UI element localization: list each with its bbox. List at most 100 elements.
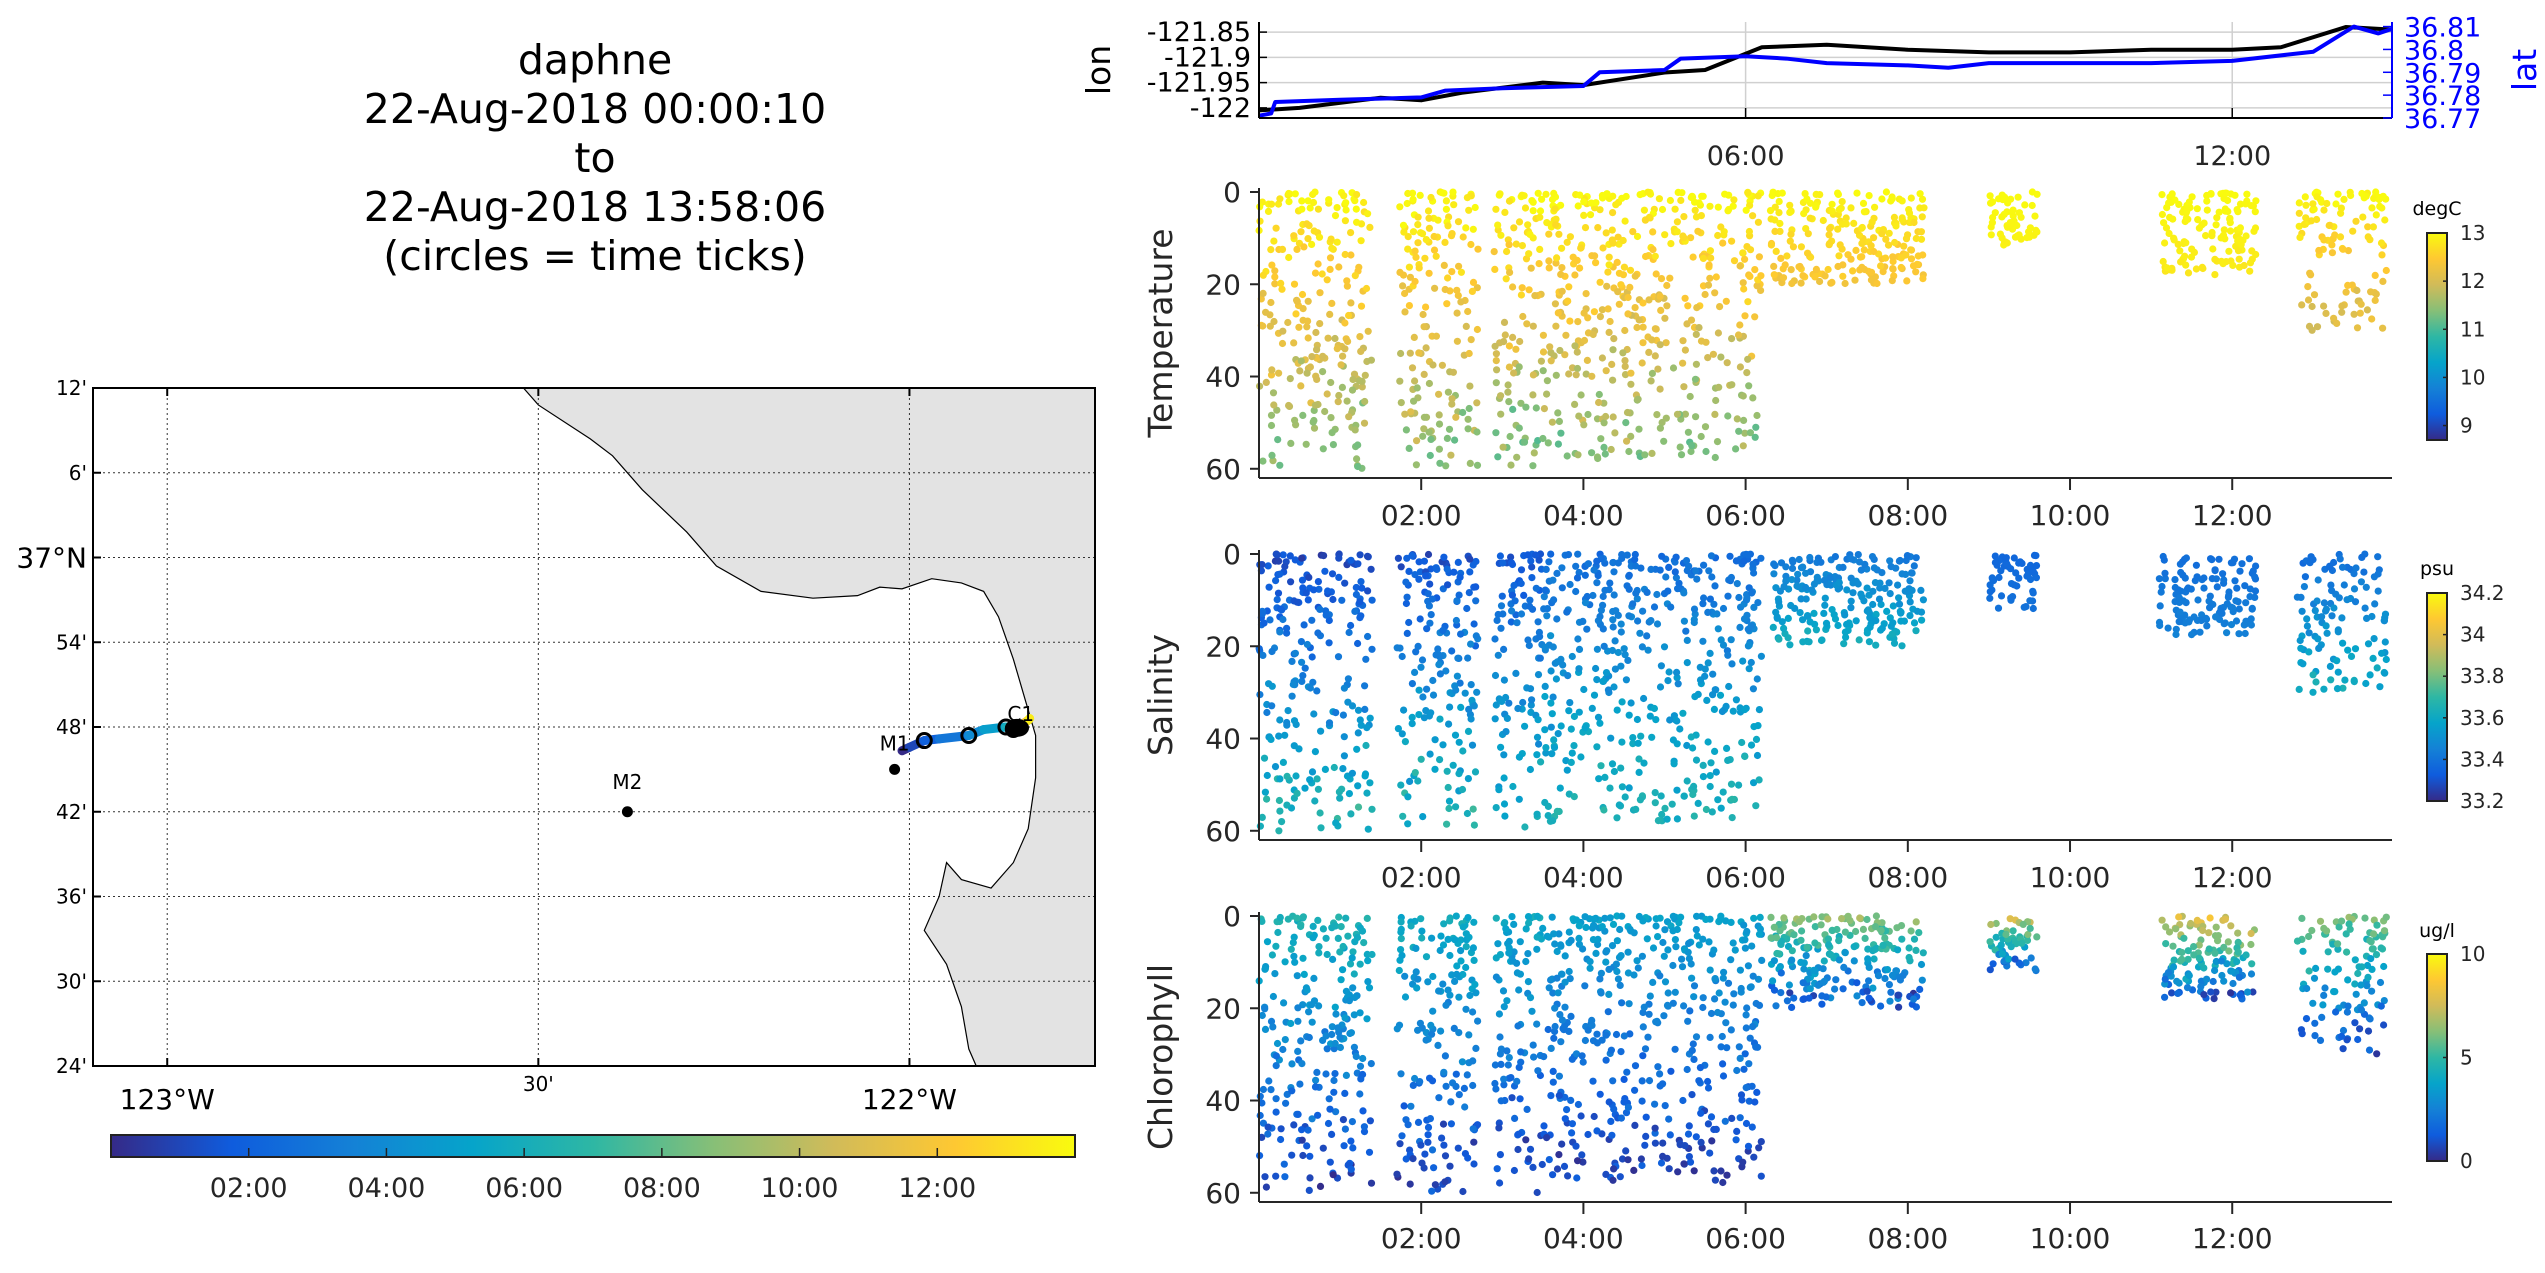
data-point bbox=[1649, 245, 1657, 254]
data-point bbox=[2177, 258, 2185, 266]
data-point bbox=[1424, 207, 1433, 215]
data-point bbox=[1865, 608, 1873, 617]
data-point bbox=[1302, 589, 1310, 597]
data-point bbox=[1812, 265, 1820, 273]
data-point bbox=[1539, 434, 1547, 443]
x-tick-label: 02:00 bbox=[1381, 499, 1462, 532]
data-point bbox=[1442, 667, 1450, 675]
data-point bbox=[1635, 768, 1643, 777]
data-point bbox=[1260, 754, 1269, 762]
data-point bbox=[1321, 567, 1329, 575]
data-point bbox=[1746, 1034, 1754, 1042]
data-point bbox=[1358, 927, 1367, 935]
data-point bbox=[1803, 943, 1811, 951]
data-point bbox=[1304, 334, 1312, 342]
data-point bbox=[1408, 720, 1416, 728]
data-point bbox=[1736, 363, 1744, 371]
data-point bbox=[1347, 299, 1355, 307]
data-point bbox=[1567, 1096, 1575, 1104]
data-point bbox=[1728, 335, 1736, 343]
data-point bbox=[1831, 985, 1839, 993]
data-point bbox=[1605, 328, 1613, 336]
data-point bbox=[1711, 1176, 1719, 1184]
data-point bbox=[1466, 555, 1474, 563]
data-point bbox=[2002, 930, 2010, 939]
data-point bbox=[1463, 194, 1471, 202]
data-point bbox=[1454, 218, 1463, 226]
data-point bbox=[1503, 1047, 1511, 1055]
data-point bbox=[1339, 765, 1347, 773]
data-point bbox=[1770, 923, 1778, 931]
data-point bbox=[1310, 586, 1318, 594]
data-point bbox=[1573, 1174, 1581, 1182]
data-point bbox=[2369, 223, 2377, 231]
data-point bbox=[1431, 765, 1439, 773]
data-point bbox=[2162, 940, 2170, 948]
data-point bbox=[1661, 804, 1669, 813]
data-point bbox=[2172, 630, 2180, 639]
data-point bbox=[1786, 641, 1794, 649]
data-point bbox=[1719, 604, 1728, 613]
data-point bbox=[1635, 425, 1643, 433]
data-point bbox=[1732, 445, 1740, 453]
data-point bbox=[1706, 595, 1714, 603]
data-point bbox=[1399, 812, 1407, 820]
data-point bbox=[1509, 333, 1517, 341]
data-point bbox=[1777, 969, 1785, 977]
data-point bbox=[2350, 678, 2358, 686]
data-point bbox=[1574, 635, 1582, 643]
data-point bbox=[1748, 1123, 1756, 1131]
data-point bbox=[1616, 1173, 1624, 1181]
data-point bbox=[2009, 927, 2017, 935]
data-point bbox=[1270, 317, 1278, 326]
data-point bbox=[1669, 364, 1678, 372]
data-point bbox=[1352, 1052, 1360, 1061]
data-point bbox=[1673, 410, 1682, 418]
data-point bbox=[1877, 1002, 1885, 1010]
data-point bbox=[1415, 264, 1423, 272]
data-point bbox=[1704, 659, 1712, 667]
data-point bbox=[1750, 779, 1758, 787]
data-point bbox=[1689, 744, 1697, 752]
data-point bbox=[1368, 596, 1376, 604]
data-point bbox=[1543, 932, 1551, 940]
data-point bbox=[1671, 568, 1679, 576]
data-point bbox=[1525, 602, 1534, 610]
data-point bbox=[2296, 636, 2304, 645]
data-point bbox=[2179, 239, 2187, 248]
data-point bbox=[1757, 652, 1765, 660]
data-point bbox=[1580, 421, 1588, 429]
data-point bbox=[1584, 1026, 1592, 1034]
data-point bbox=[1814, 981, 1822, 989]
data-point bbox=[1525, 286, 1533, 294]
data-point bbox=[1818, 636, 1826, 644]
data-point bbox=[1730, 990, 1738, 998]
data-point bbox=[1788, 947, 1796, 955]
data-point bbox=[1834, 225, 1842, 233]
data-point bbox=[1755, 1144, 1763, 1152]
data-point bbox=[1365, 984, 1374, 992]
data-point bbox=[1623, 437, 1631, 445]
data-point bbox=[1561, 978, 1569, 986]
data-point bbox=[1467, 640, 1475, 648]
data-point bbox=[2309, 688, 2317, 696]
data-point bbox=[2310, 205, 2318, 213]
data-point bbox=[2338, 1032, 2346, 1040]
data-point bbox=[1697, 432, 1705, 441]
data-point bbox=[1404, 245, 1412, 253]
data-point bbox=[2022, 603, 2030, 611]
data-point bbox=[1741, 429, 1749, 437]
data-point bbox=[2381, 638, 2389, 646]
data-point bbox=[2032, 562, 2041, 570]
data-point bbox=[1745, 1097, 1753, 1105]
data-point bbox=[1906, 612, 1914, 620]
data-point bbox=[1643, 588, 1651, 597]
data-point bbox=[1281, 958, 1289, 966]
data-point bbox=[1414, 221, 1422, 229]
data-point bbox=[1623, 408, 1632, 417]
data-point bbox=[1395, 966, 1403, 975]
data-point bbox=[1543, 1134, 1551, 1142]
data-point bbox=[2210, 995, 2218, 1003]
data-point bbox=[1609, 623, 1617, 631]
data-point bbox=[1455, 1091, 1463, 1099]
